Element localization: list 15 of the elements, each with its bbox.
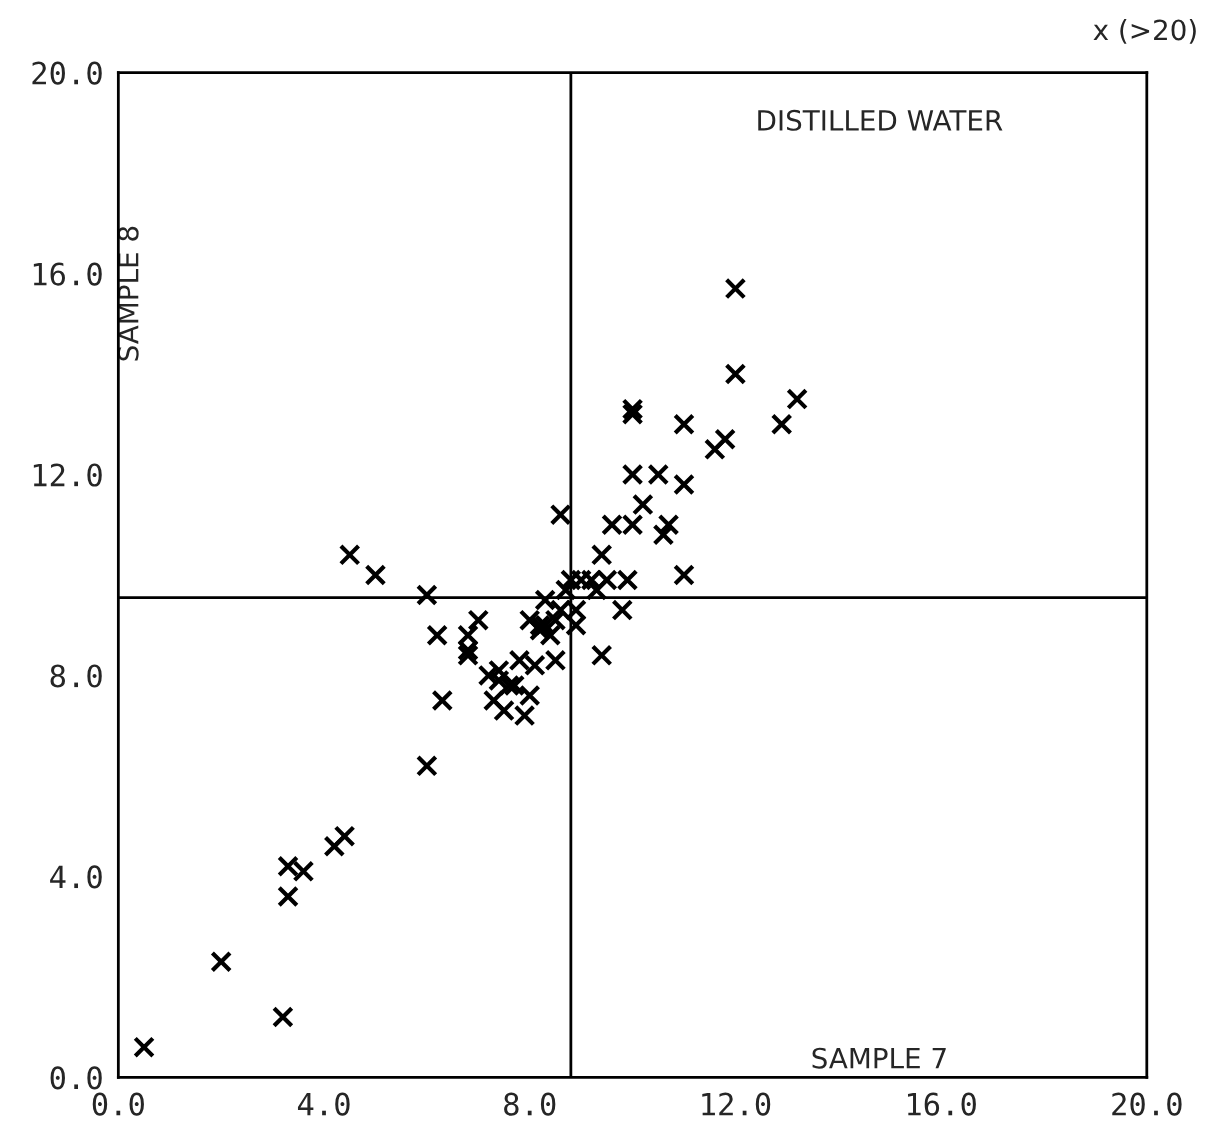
x-tick-label: 16.0	[907, 1092, 976, 1116]
y-tick-label: 20.0	[32, 61, 102, 85]
x-tick-label: 4.0	[297, 1092, 350, 1116]
x-axis-title: SAMPLE 7	[812, 1047, 946, 1069]
annotation: DISTILLED WATER	[758, 109, 1003, 131]
x-tick-label: 8.0	[504, 1092, 556, 1116]
y-tick-label: 0.0	[50, 1066, 102, 1090]
y-tick-label: 16.0	[33, 262, 102, 286]
y-tick-label: 4.0	[50, 865, 102, 889]
y-tick-label: 12.0	[33, 463, 102, 487]
y-tick-label: 8.0	[50, 664, 102, 688]
text: x (>20)	[1093, 18, 1196, 44]
x-tick-label: 20.0	[1112, 1092, 1182, 1116]
x-tick-label: 0.0	[92, 1092, 144, 1116]
x-tick-label: 12.0	[702, 1092, 771, 1116]
